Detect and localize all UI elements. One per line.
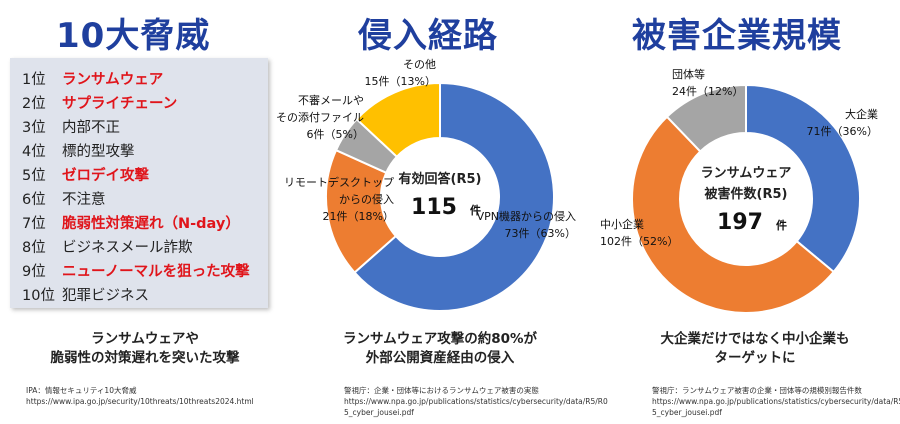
threat-item: 10位 犯罪ビジネス bbox=[22, 284, 268, 308]
threat-rank: 2位 bbox=[22, 96, 46, 112]
intrusion-source: 警視庁：企業・団体等におけるランサムウェア被害の実態 https://www.n… bbox=[344, 385, 608, 418]
threat-rank: 9位 bbox=[22, 264, 46, 280]
slice-name-label: リモートデスクトップ bbox=[284, 175, 394, 189]
threats-title: 10大脅威 bbox=[56, 16, 211, 56]
donut-slice bbox=[745, 83, 861, 274]
threat-rank: 4位 bbox=[22, 144, 46, 160]
threat-rank: 1位 bbox=[22, 72, 46, 88]
threat-label: ゼロデイ攻撃 bbox=[62, 168, 149, 184]
slice-count-label: 15件（13%） bbox=[365, 75, 436, 88]
slice-name-label: 中小企業 bbox=[600, 217, 644, 231]
slice-name-label: からの侵入 bbox=[339, 193, 394, 206]
intrusion-caption-line2: 外部公開資産経由の侵入 bbox=[365, 350, 515, 366]
donut-slice bbox=[355, 81, 441, 159]
threat-item: 2位 サプライチェーン bbox=[22, 92, 268, 116]
victim-source-line1: 警視庁：ランサムウェア被害の企業・団体等の規模別報告件数 bbox=[652, 386, 862, 395]
victim-caption: 大企業だけではなく中小企業も ターゲットに bbox=[620, 330, 890, 368]
threat-label: 脆弱性対策遅れ（N-day） bbox=[62, 216, 240, 232]
victim-source: 警視庁：ランサムウェア被害の企業・団体等の規模別報告件数 https://www… bbox=[652, 385, 900, 418]
threat-rank: 8位 bbox=[22, 240, 46, 256]
donut-slice bbox=[631, 115, 836, 314]
slice-name-label: その他 bbox=[403, 58, 436, 71]
threat-label: 犯罪ビジネス bbox=[62, 288, 149, 304]
donut-slice bbox=[353, 81, 555, 312]
victim-size-title: 被害企業規模 bbox=[632, 16, 842, 56]
intrusion-source-line2[interactable]: https://www.npa.go.jp/publications/stati… bbox=[344, 397, 608, 406]
victim-source-line3[interactable]: 5_cyber_jousei.pdf bbox=[652, 408, 722, 417]
threat-rank: 5位 bbox=[22, 168, 46, 184]
victim-source-line2[interactable]: https://www.npa.go.jp/publications/stati… bbox=[652, 397, 900, 406]
victim-caption-line2: ターゲットに bbox=[714, 350, 796, 366]
threat-rank: 7位 bbox=[22, 216, 46, 232]
slice-name-label: VPN機器からの侵入 bbox=[477, 209, 576, 223]
threat-item: 5位 ゼロデイ攻撃 bbox=[22, 164, 268, 188]
slice-count-label: 21件（18%） bbox=[323, 210, 394, 223]
threat-item: 3位 内部不正 bbox=[22, 116, 268, 140]
threat-rank: 6位 bbox=[22, 192, 46, 208]
threats-source-line2[interactable]: https://www.ipa.go.jp/security/10threats… bbox=[26, 397, 254, 406]
slice-name-label: 団体等 bbox=[672, 67, 705, 81]
threat-label: サプライチェーン bbox=[62, 96, 178, 112]
donut-center-unit: 件 bbox=[776, 218, 787, 232]
threat-item: 6位 不注意 bbox=[22, 188, 268, 212]
slice-name-label: 不審メールや bbox=[298, 93, 364, 107]
threat-label: 内部不正 bbox=[62, 120, 120, 136]
donut-center-value: 115 bbox=[411, 195, 457, 220]
threat-label: ビジネスメール詐欺 bbox=[62, 240, 193, 256]
threat-list: 1位 ランサムウェア 2位 サプライチェーン 3位 内部不正 4位 標的型攻撃 5位 ゼロデイ攻撃… bbox=[10, 58, 268, 308]
intrusion-source-line1: 警視庁：企業・団体等におけるランサムウェア被害の実態 bbox=[344, 386, 539, 395]
threat-label: ニューノーマルを狙った攻撃 bbox=[62, 264, 250, 280]
donut-center-label: 被害件数(R5) bbox=[704, 186, 788, 202]
slice-count-label: 73件（63%） bbox=[505, 227, 576, 240]
threat-label: 標的型攻撃 bbox=[62, 144, 135, 160]
threat-item: 7位 脆弱性対策遅れ（N-day） bbox=[22, 212, 268, 236]
slice-count-label: 71件（36%） bbox=[807, 125, 878, 138]
donut-center-label: ランサムウェア bbox=[701, 166, 792, 181]
threats-caption-line2: 脆弱性の対策遅れを突いた攻撃 bbox=[50, 350, 240, 366]
slice-count-label: 102件（52%） bbox=[600, 235, 678, 248]
slice-name-label: その添付ファイル bbox=[276, 110, 364, 124]
threats-caption-line1: ランサムウェアや bbox=[91, 331, 199, 347]
threat-item: 4位 標的型攻撃 bbox=[22, 140, 268, 164]
threats-caption: ランサムウェアや 脆弱性の対策遅れを突いた攻撃 bbox=[20, 330, 270, 368]
threat-item: 1位 ランサムウェア bbox=[22, 68, 268, 92]
donut-center-unit: 件 bbox=[470, 203, 481, 217]
slice-name-label: 大企業 bbox=[845, 107, 878, 121]
intrusion-caption: ランサムウェア攻撃の約80%が 外部公開資産経由の侵入 bbox=[310, 330, 570, 368]
threat-ranking-box: 1位 ランサムウェア 2位 サプライチェーン 3位 内部不正 4位 標的型攻撃 5位 ゼロデイ攻撃… bbox=[10, 58, 268, 308]
threat-item: 8位 ビジネスメール詐欺 bbox=[22, 236, 268, 260]
intrusion-route-title: 侵入経路 bbox=[358, 16, 498, 56]
threats-source-line1: IPA：情報セキュリティ10大脅威 bbox=[26, 386, 137, 395]
threats-source: IPA：情報セキュリティ10大脅威 https://www.ipa.go.jp/… bbox=[26, 385, 254, 407]
donut-slice bbox=[665, 83, 747, 153]
donut-center-label: 有効回答(R5) bbox=[399, 171, 482, 187]
threat-item: 9位 ニューノーマルを狙った攻撃 bbox=[22, 260, 268, 284]
donut-center-value: 197 bbox=[717, 210, 763, 235]
slice-count-label: 6件（5%） bbox=[307, 128, 364, 141]
intrusion-source-line3[interactable]: 5_cyber_jousei.pdf bbox=[344, 408, 414, 417]
slice-count-label: 24件（12%） bbox=[672, 85, 743, 98]
threat-rank: 3位 bbox=[22, 120, 46, 136]
threat-label: 不注意 bbox=[62, 192, 106, 208]
threat-rank: 10位 bbox=[22, 288, 55, 304]
intrusion-caption-line1: ランサムウェア攻撃の約80%が bbox=[342, 331, 538, 347]
victim-caption-line1: 大企業だけではなく中小企業も bbox=[660, 331, 850, 347]
threat-label: ランサムウェア bbox=[62, 72, 164, 88]
